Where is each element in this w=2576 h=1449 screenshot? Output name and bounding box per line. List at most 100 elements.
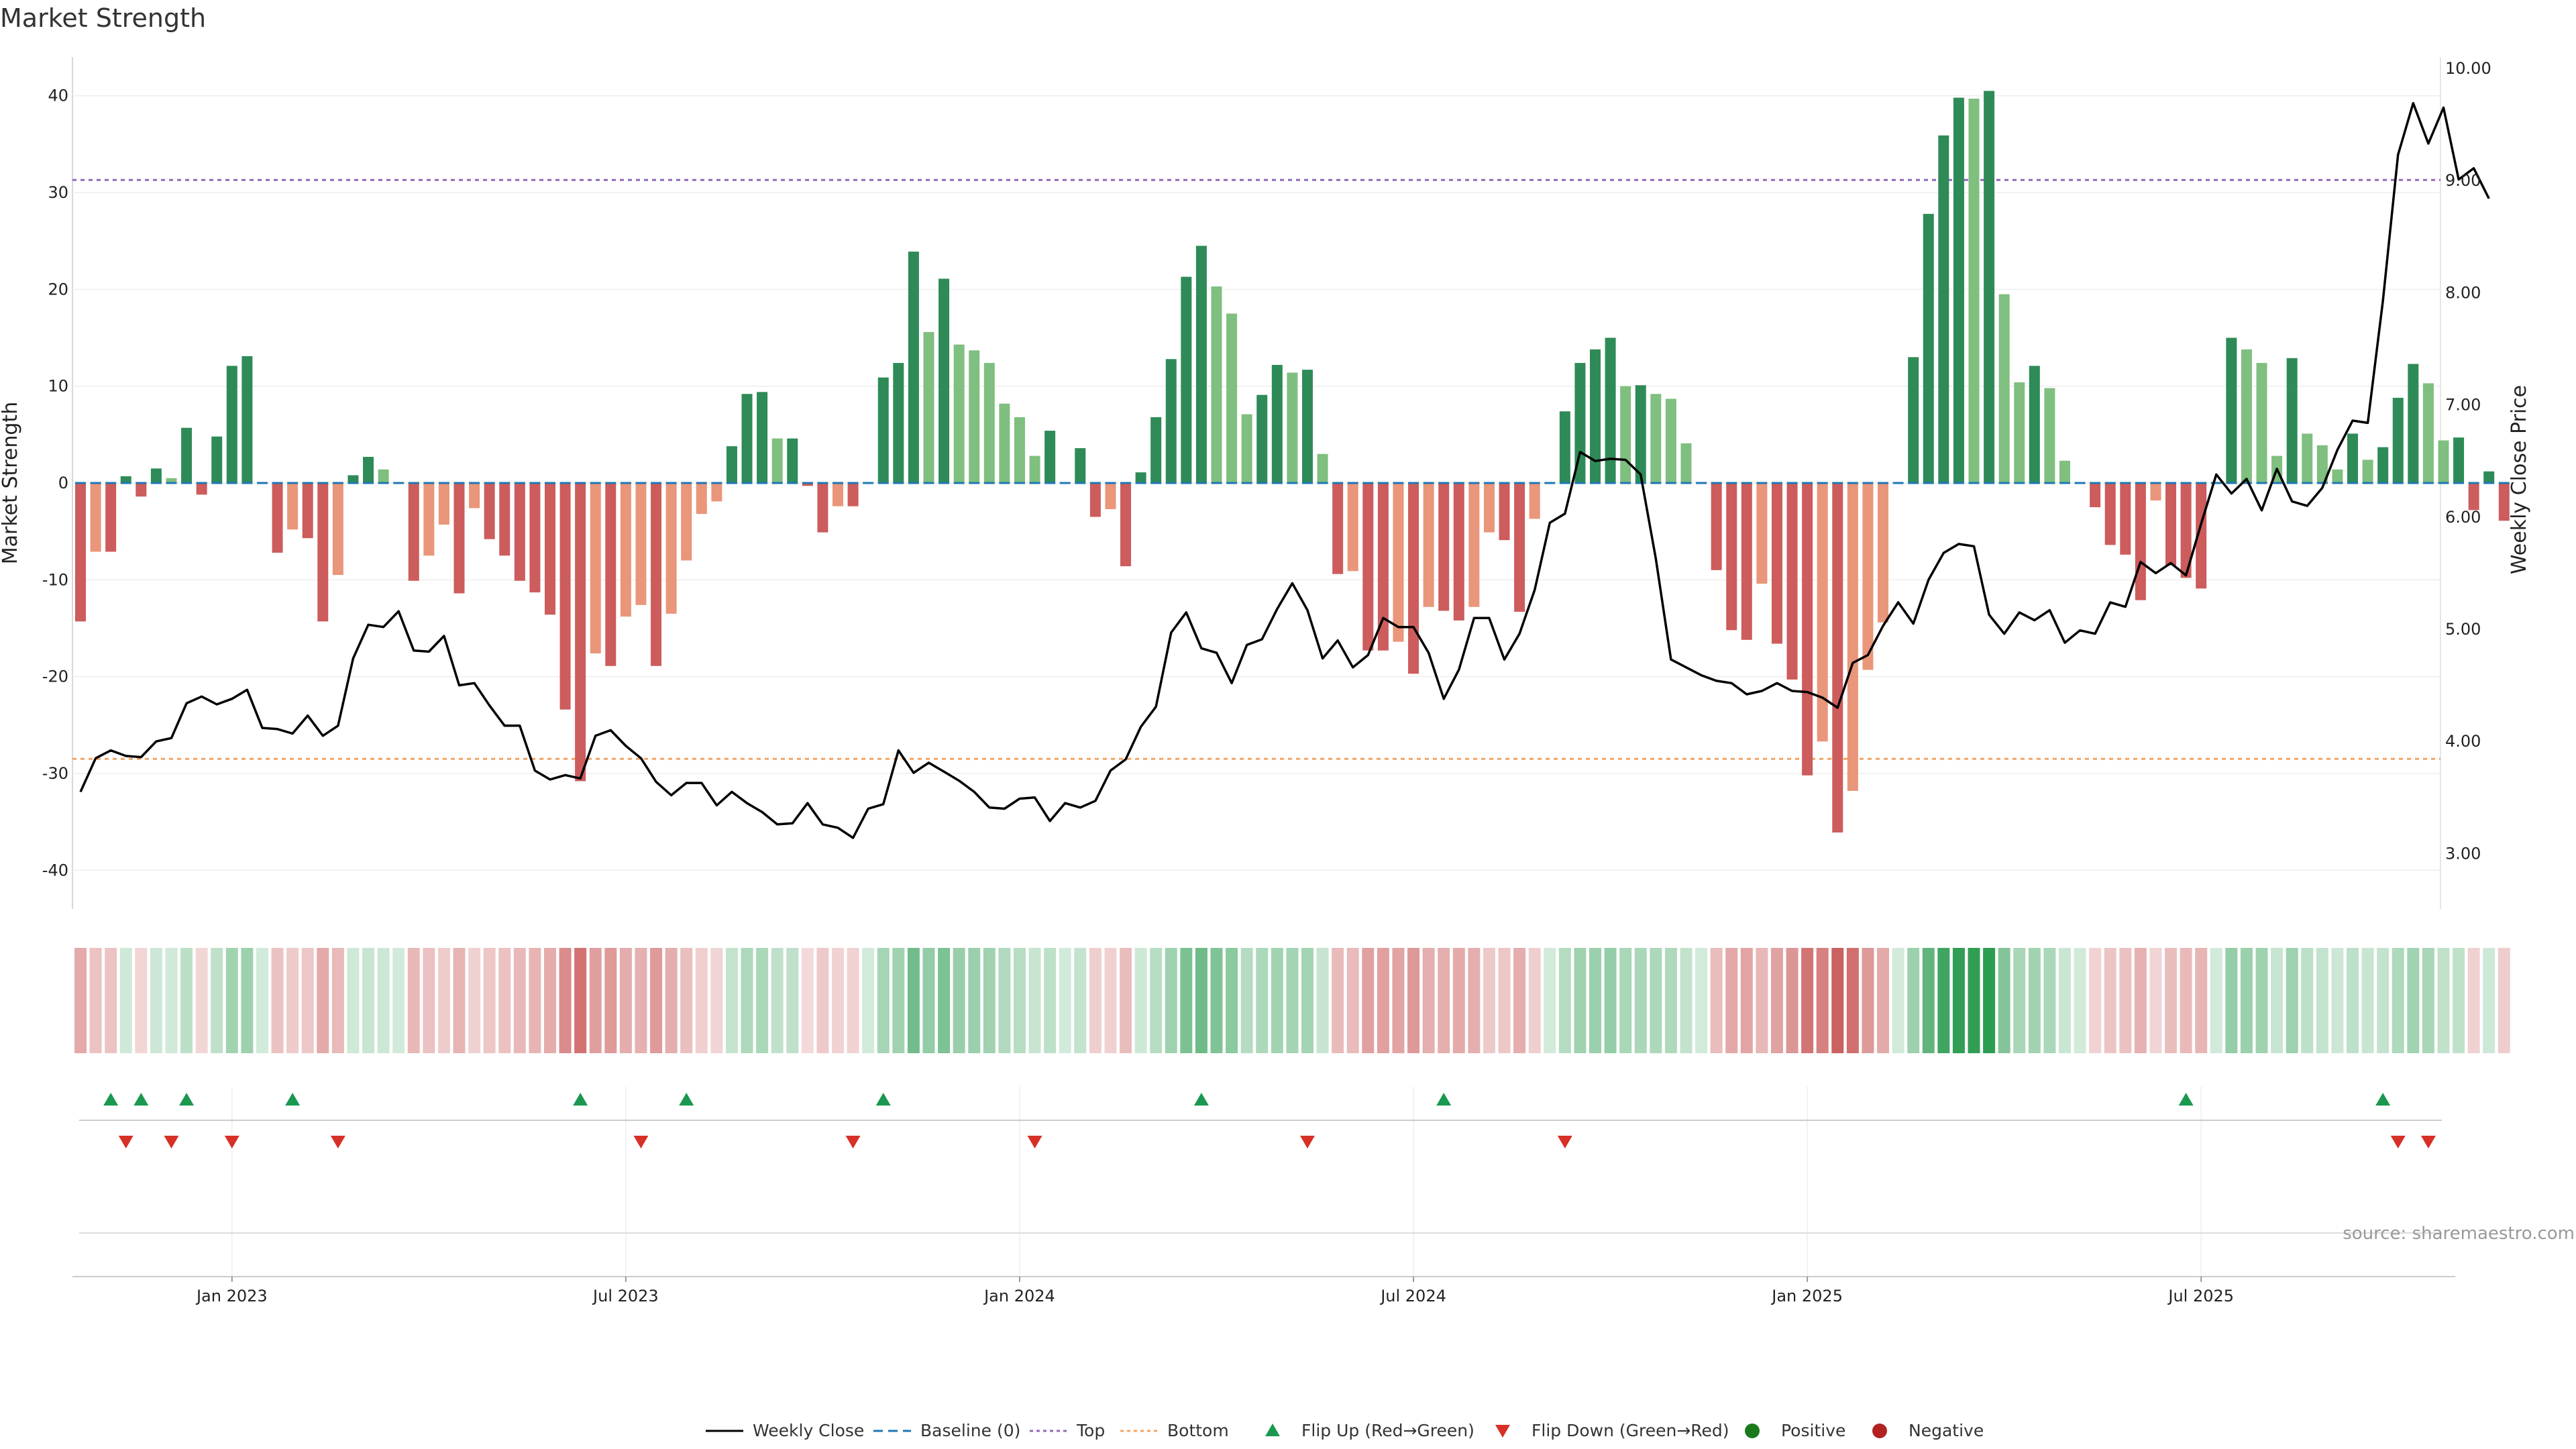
heat-cell <box>1786 948 1799 1053</box>
heat-cell <box>2180 948 2192 1053</box>
strength-bar <box>2468 483 2479 511</box>
strength-bar <box>1998 294 2010 483</box>
strength-bar <box>1680 443 1692 483</box>
legend-item: Baseline (0) <box>873 1421 1020 1440</box>
heat-cell <box>2286 948 2298 1053</box>
heat-cell <box>1120 948 1132 1053</box>
heat-cell <box>695 948 708 1053</box>
strength-bar <box>1044 431 1056 483</box>
heat-cell <box>1846 948 1859 1053</box>
heat-cell <box>119 948 132 1053</box>
strength-bar <box>272 483 283 553</box>
heat-cell <box>1770 948 1783 1053</box>
heat-cell <box>968 948 981 1053</box>
heat-cell <box>2316 948 2328 1053</box>
heat-cell <box>1104 948 1117 1053</box>
strength-bar <box>408 483 419 581</box>
heat-cell <box>604 948 617 1053</box>
x-tick-label: Jan 2024 <box>983 1287 1055 1305</box>
strength-bar <box>1438 483 1450 611</box>
strength-bar <box>1529 483 1540 519</box>
heat-cell <box>1968 948 1980 1053</box>
heat-cell <box>816 948 829 1053</box>
strength-bar <box>1181 276 1192 483</box>
flip-down-marker <box>164 1136 179 1148</box>
strength-bar <box>378 469 389 483</box>
heat-cell <box>2165 948 2178 1053</box>
strength-bar <box>211 436 223 483</box>
legend: Weekly Close Baseline (0) Top Bottom Flip Up… <box>706 1421 1984 1440</box>
strength-bar <box>1650 394 1662 483</box>
heat-cell <box>998 948 1011 1053</box>
strength-bar <box>2196 483 2207 589</box>
flip-markers <box>103 1093 2436 1148</box>
heat-cell <box>437 948 450 1053</box>
heat-cell <box>1952 948 1965 1053</box>
y2-tick-label: 8.00 <box>2445 283 2481 302</box>
heat-cell <box>2210 948 2222 1053</box>
heat-cell <box>680 948 693 1053</box>
strength-bar <box>2120 483 2131 555</box>
strength-bar <box>590 483 601 653</box>
strength-bar <box>2498 483 2510 521</box>
heat-cell <box>2271 948 2284 1053</box>
heat-cell <box>907 948 920 1053</box>
y2-tick-label: 9.00 <box>2445 171 2481 190</box>
strength-bar <box>1014 417 1025 483</box>
flip-up-marker <box>573 1093 588 1106</box>
heat-cell <box>1619 948 1632 1053</box>
flip-up-marker <box>1193 1093 1209 1106</box>
strength-bar <box>1847 483 1858 791</box>
heat-cell <box>1044 948 1057 1053</box>
strength-bar <box>1332 483 1344 574</box>
heat-cell <box>1634 948 1647 1053</box>
heat-cell <box>195 948 208 1053</box>
strength-bar <box>1029 455 1040 483</box>
strength-bar <box>2453 437 2465 483</box>
heat-cell <box>1150 948 1163 1053</box>
strength-bar <box>1786 483 1798 680</box>
strength-bar <box>1150 417 1162 483</box>
heat-cell <box>1922 948 1935 1053</box>
heat-cell <box>2422 948 2434 1053</box>
heat-cell <box>1892 948 1904 1053</box>
strength-bar <box>757 392 768 483</box>
legend-swatch-flip-up <box>1265 1424 1280 1436</box>
heat-cell <box>498 948 511 1053</box>
heat-cell <box>89 948 102 1053</box>
strength-bar <box>696 483 707 515</box>
legend-item: Weekly Close <box>706 1421 864 1440</box>
strength-bar <box>787 438 798 483</box>
strength-bar <box>1938 135 1949 484</box>
heat-cell <box>877 948 890 1053</box>
heat-cell <box>317 948 329 1053</box>
heat-cell <box>407 948 420 1053</box>
heat-cell <box>892 948 905 1053</box>
legend-item: Flip Down (Green→Red) <box>1495 1421 1729 1440</box>
heat-cell <box>1165 948 1177 1053</box>
strength-bar <box>635 483 647 605</box>
heat-cell <box>74 948 87 1053</box>
strength-bar <box>2422 383 2434 483</box>
heat-cell <box>1407 948 1420 1053</box>
heat-cell <box>1013 948 1026 1053</box>
strength-bar <box>1514 483 1525 612</box>
heat-cell <box>1256 948 1269 1053</box>
strength-bar <box>847 483 859 506</box>
heat-cell <box>180 948 193 1053</box>
heat-cell <box>377 948 390 1053</box>
heat-cell <box>543 948 556 1053</box>
source-note: source: sharemaestro.com <box>2343 1224 2575 1244</box>
strength-bar <box>1605 337 1616 483</box>
heat-cell <box>2331 948 2344 1053</box>
strength-bar <box>317 483 329 622</box>
strength-bar <box>2302 433 2313 483</box>
y-tick-label: -30 <box>42 764 68 783</box>
strength-bar <box>90 483 101 552</box>
strength-bar <box>1483 483 1495 533</box>
heat-cell <box>256 948 268 1053</box>
strength-bar <box>999 403 1010 483</box>
heat-cell <box>2483 948 2496 1053</box>
strength-bar <box>1832 483 1843 833</box>
strength-bar <box>1120 483 1132 567</box>
